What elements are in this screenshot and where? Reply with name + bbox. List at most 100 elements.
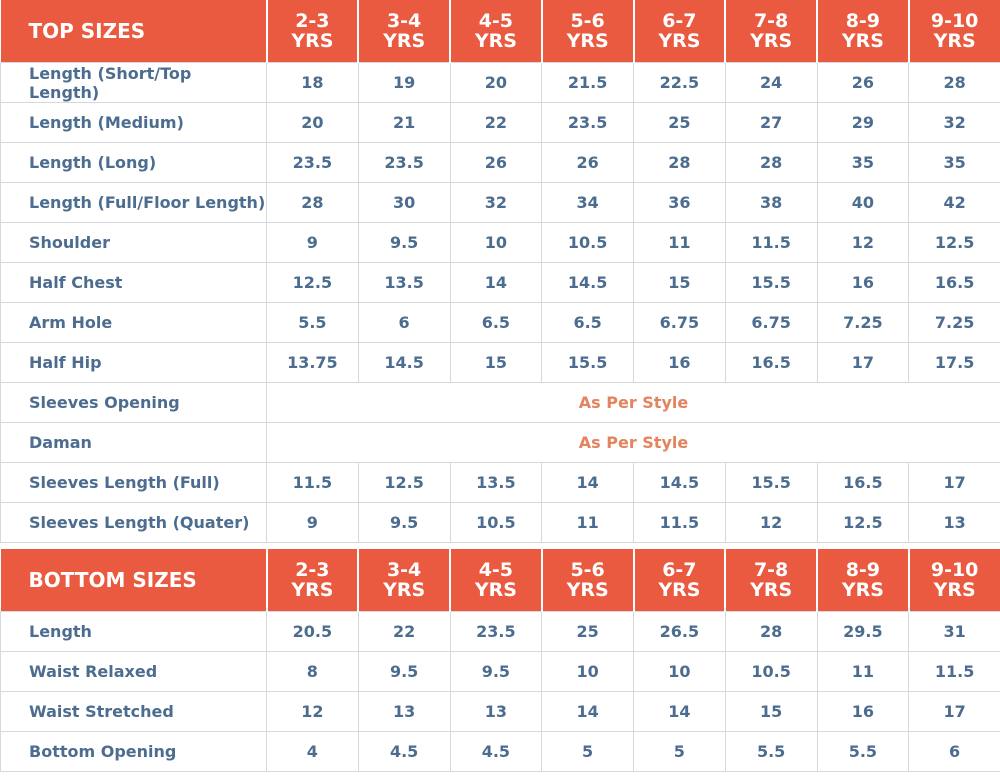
measure-label: Length (Full/Floor Length): [0, 182, 267, 223]
measure-row: Shoulder 9 9.5 10 10.5 11 11.5 12 12.5: [0, 222, 1000, 263]
measure-value: 9.5: [357, 502, 451, 543]
measure-value: 6.75: [724, 302, 818, 343]
measure-value: 15: [724, 691, 818, 732]
measure-label: Half Hip: [0, 342, 267, 383]
measure-value: 9.5: [357, 651, 451, 692]
measure-label: Sleeves Opening: [0, 382, 267, 423]
size-header: 6-7 YRS: [633, 0, 727, 63]
measure-value: 10: [633, 651, 726, 692]
measure-value: 4.5: [357, 731, 451, 772]
size-header: 2-3 YRS: [266, 549, 360, 612]
measure-value: 19: [357, 62, 451, 103]
measure-value: 5: [633, 731, 726, 772]
measure-row: Length (Full/Floor Length) 28 30 32 34 36 38 40…: [0, 182, 1000, 223]
measure-value: 8: [266, 651, 359, 692]
measure-note: As Per Style: [266, 382, 1000, 423]
measure-value: 17: [908, 462, 1000, 503]
measure-value: 14.5: [633, 462, 726, 503]
measure-value: 12: [816, 222, 910, 263]
measure-row: Waist Relaxed 8 9.5 9.5 10 10 10.5 11 11.5: [0, 651, 1000, 692]
measure-label: Bottom Opening: [0, 731, 267, 772]
measure-value: 4.5: [449, 731, 543, 772]
size-header: 4-5 YRS: [450, 0, 543, 63]
measure-row: Half Hip 13.75 14.5 15 15.5 16 16.5 17 17.5: [0, 342, 1000, 383]
measure-value: 35: [816, 142, 910, 183]
measure-value: 21.5: [541, 62, 634, 103]
measure-value: 7.25: [816, 302, 910, 343]
measure-value: 10: [541, 651, 634, 692]
size-header: 4-5 YRS: [450, 549, 543, 612]
measure-value: 11: [541, 502, 634, 543]
measure-value: 11.5: [266, 462, 359, 503]
measure-value: 7.25: [908, 302, 1000, 343]
measure-value: 13.5: [357, 262, 451, 303]
measure-value: 11.5: [908, 651, 1000, 692]
size-header: 7-8 YRS: [725, 549, 818, 612]
size-header: 6-7 YRS: [633, 549, 727, 612]
measure-value: 16.5: [908, 262, 1000, 303]
size-header: 3-4 YRS: [358, 549, 451, 612]
size-header: 9-10 YRS: [908, 0, 1000, 63]
measure-value: 5.5: [724, 731, 818, 772]
size-header: 5-6 YRS: [541, 549, 635, 612]
measure-value: 13.75: [266, 342, 359, 383]
measure-label: Length (Short/Top Length): [0, 62, 267, 103]
measure-value: 14: [541, 462, 634, 503]
measure-value: 25: [541, 611, 634, 652]
measure-value: 11: [816, 651, 910, 692]
measure-value: 23.5: [449, 611, 543, 652]
measure-label: Waist Relaxed: [0, 651, 267, 692]
measure-value: 14: [541, 691, 634, 732]
size-header: 9-10 YRS: [908, 549, 1000, 612]
measure-value: 28: [724, 142, 818, 183]
measure-label: Sleeves Length (Quater): [0, 502, 267, 543]
measure-value: 6.5: [449, 302, 543, 343]
measure-value: 22.5: [633, 62, 726, 103]
measure-value: 11.5: [633, 502, 726, 543]
measure-value: 10.5: [449, 502, 543, 543]
measure-row: Waist Stretched 12 13 13 14 14 15 16 17: [0, 691, 1000, 732]
measure-value: 28: [908, 62, 1000, 103]
measure-value: 16: [816, 691, 910, 732]
measure-row: Arm Hole 5.5 6 6.5 6.5 6.75 6.75 7.25 7.25: [0, 302, 1000, 343]
measure-label: Arm Hole: [0, 302, 267, 343]
measure-value: 31: [908, 611, 1000, 652]
measure-value: 6: [357, 302, 451, 343]
measure-value: 24: [724, 62, 818, 103]
measure-value: 14: [449, 262, 543, 303]
measure-value: 40: [816, 182, 910, 223]
measure-label: Daman: [0, 422, 267, 463]
header-row: TOP SIZES 2-3 YRS 3-4 YRS 4-5 YRS 5-6 YRS 6-7…: [0, 0, 1000, 63]
size-header: 3-4 YRS: [358, 0, 451, 63]
size-header: 8-9 YRS: [817, 0, 910, 63]
measure-value: 11.5: [724, 222, 818, 263]
measure-value: 29: [816, 102, 910, 143]
measure-value: 15.5: [724, 262, 818, 303]
measure-value: 26: [449, 142, 543, 183]
measure-value: 36: [633, 182, 726, 223]
measure-value: 10: [449, 222, 543, 263]
measure-note: As Per Style: [266, 422, 1000, 463]
measure-value: 21: [357, 102, 451, 143]
measure-value: 15: [449, 342, 543, 383]
measure-value: 28: [724, 611, 818, 652]
measure-value: 17.5: [908, 342, 1000, 383]
measure-row: Length 20.5 22 23.5 25 26.5 28 29.5 31: [0, 611, 1000, 652]
measure-value: 23.5: [541, 102, 634, 143]
measure-label: Length (Long): [0, 142, 267, 183]
measure-value: 12.5: [357, 462, 451, 503]
measure-value: 29.5: [816, 611, 910, 652]
measure-value: 30: [357, 182, 451, 223]
measure-value: 10.5: [724, 651, 818, 692]
measure-value: 27: [724, 102, 818, 143]
measure-value: 23.5: [266, 142, 359, 183]
header-row: BOTTOM SIZES 2-3 YRS 3-4 YRS 4-5 YRS 5-6 YRS…: [0, 549, 1000, 612]
measure-value: 32: [908, 102, 1000, 143]
measure-value: 16.5: [816, 462, 910, 503]
measure-value: 26: [541, 142, 634, 183]
measure-value: 6.5: [541, 302, 634, 343]
measure-value: 13: [449, 691, 543, 732]
measure-value: 32: [449, 182, 543, 223]
